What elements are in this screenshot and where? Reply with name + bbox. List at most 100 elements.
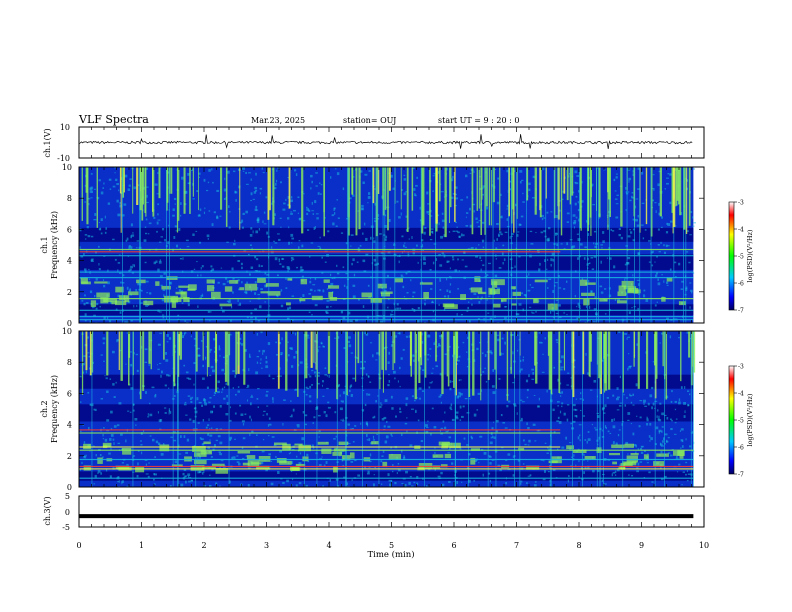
noise-pixel [317, 372, 320, 374]
noise-pixel [518, 255, 521, 258]
noise-pixel [661, 445, 664, 447]
noise-pixel [451, 381, 454, 383]
noise-pixel [210, 427, 213, 430]
noise-pixel [272, 378, 275, 380]
noise-pixel [220, 460, 224, 462]
noise-pixel [439, 394, 443, 397]
noise-pixel [157, 203, 160, 206]
noise-pixel [124, 321, 127, 323]
noise-pixel [374, 202, 377, 206]
noise-pixel [411, 485, 414, 487]
noise-pixel [398, 216, 401, 219]
noise-pixel [83, 441, 86, 444]
sferic-full [582, 331, 583, 487]
emission-blob [609, 453, 621, 456]
sferic [654, 331, 657, 366]
sferic-full [378, 331, 380, 487]
noise-pixel [145, 304, 149, 307]
noise-pixel [498, 378, 501, 380]
sferic [392, 331, 394, 371]
noise-pixel [390, 174, 393, 178]
noise-pixel [133, 186, 137, 190]
sferic [400, 167, 402, 210]
noise-pixel [441, 483, 445, 487]
sferic-full [336, 331, 338, 487]
noise-pixel [663, 280, 665, 283]
noise-pixel [666, 281, 669, 284]
noise-pixel [422, 256, 426, 260]
sferic [481, 167, 483, 200]
noise-pixel [305, 484, 308, 487]
sferic [446, 331, 448, 377]
noise-pixel [574, 415, 578, 417]
noise-pixel [633, 444, 637, 447]
noise-pixel [541, 218, 544, 221]
emission-blob [630, 453, 639, 456]
noise-pixel [413, 188, 416, 191]
noise-pixel [265, 196, 268, 199]
noise-pixel [90, 259, 94, 262]
noise-pixel [82, 371, 85, 374]
noise-pixel [477, 296, 479, 299]
noise-pixel [439, 289, 442, 291]
noise-pixel [492, 369, 494, 372]
sferic-full [177, 331, 179, 487]
noise-pixel [613, 178, 616, 182]
noise-pixel [617, 298, 620, 302]
sferic [472, 331, 475, 396]
noise-pixel [242, 423, 245, 426]
noise-pixel [667, 223, 671, 227]
emission-blob [295, 463, 306, 467]
sferic [676, 167, 679, 201]
noise-pixel [158, 362, 162, 364]
noise-pixel [685, 230, 689, 232]
noise-pixel [295, 473, 297, 475]
sferic-full [140, 167, 141, 323]
noise-pixel [466, 444, 469, 446]
emission-blob [219, 303, 232, 307]
noise-pixel [83, 302, 86, 306]
noise-pixel [432, 175, 435, 177]
sferic-full [654, 331, 656, 487]
noise-pixel [280, 352, 283, 355]
noise-pixel [260, 288, 264, 291]
noise-pixel [557, 233, 559, 235]
noise-pixel [691, 291, 693, 294]
noise-pixel [583, 257, 586, 260]
noise-pixel [482, 185, 486, 188]
noise-pixel [450, 408, 453, 411]
noise-pixel [529, 230, 533, 233]
noise-pixel [196, 190, 199, 193]
emission-blob [188, 284, 197, 290]
noise-pixel [100, 472, 102, 475]
noise-pixel [248, 254, 250, 256]
sferic [288, 167, 291, 209]
noise-pixel [629, 394, 633, 397]
sferic [429, 167, 431, 236]
noise-pixel [337, 217, 340, 220]
noise-pixel [689, 393, 691, 396]
noise-pixel [250, 312, 253, 315]
noise-pixel [268, 374, 271, 377]
noise-pixel [430, 433, 432, 436]
noise-pixel [126, 463, 129, 466]
noise-pixel [199, 471, 202, 473]
noise-pixel [500, 216, 502, 219]
noise-pixel [568, 173, 571, 175]
noise-pixel [79, 375, 82, 378]
noise-pixel [306, 453, 309, 457]
noise-pixel [179, 248, 181, 250]
noise-pixel [273, 444, 277, 447]
noise-pixel [406, 430, 408, 433]
noise-pixel [458, 355, 461, 358]
noise-pixel [678, 337, 681, 339]
emission-blob [183, 297, 190, 303]
sferic [633, 331, 635, 367]
sferic-full [492, 167, 494, 323]
noise-pixel [147, 413, 149, 416]
noise-pixel [334, 168, 337, 170]
noise-pixel [507, 469, 511, 471]
noise-pixel [658, 212, 661, 216]
noise-pixel [469, 207, 471, 211]
noise-pixel [466, 412, 470, 414]
